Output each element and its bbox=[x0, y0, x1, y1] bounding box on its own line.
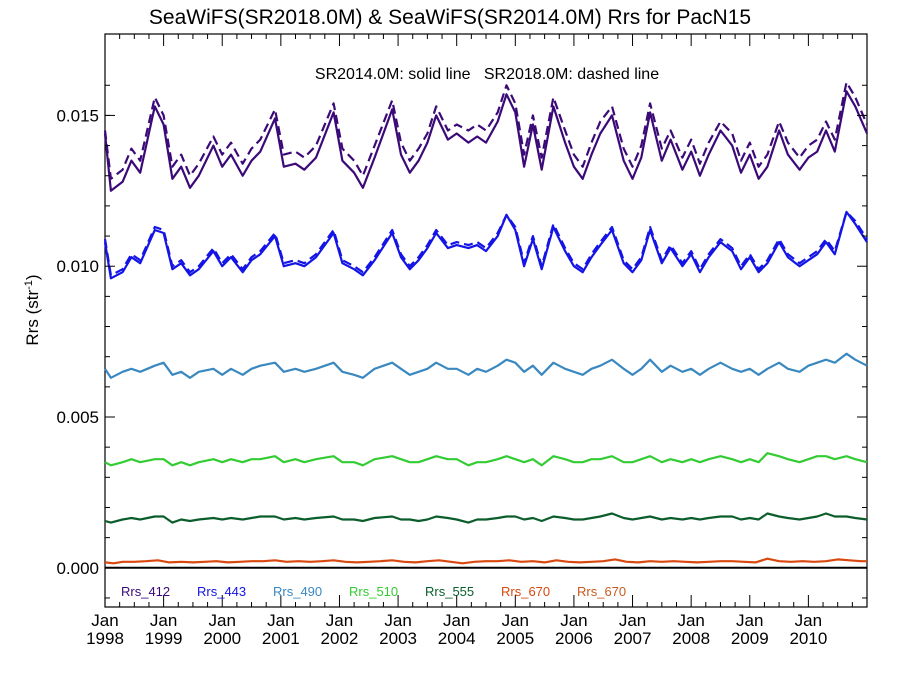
plot-area bbox=[104, 33, 868, 608]
y-tick-label: 0.005 bbox=[56, 408, 99, 427]
x-tick-year-label: 2005 bbox=[496, 629, 534, 648]
x-tick-year-label: 2010 bbox=[789, 629, 827, 648]
series-rrs-412-solid-line bbox=[103, 90, 869, 192]
x-tick-month-label: Jan bbox=[443, 611, 470, 630]
series-rrs-510-solid-line bbox=[104, 452, 868, 467]
series-rrs-443-dashed-line bbox=[103, 210, 868, 277]
y-tick-label: 0.015 bbox=[56, 106, 99, 125]
legend-item-rrs-555: Rrs_555 bbox=[425, 584, 474, 599]
x-tick-year-label: 2003 bbox=[379, 629, 417, 648]
x-tick-year-label: 2002 bbox=[321, 629, 359, 648]
legend-item-rrs-412: Rrs_412 bbox=[121, 584, 170, 599]
x-tick-month-label: Jan bbox=[326, 611, 353, 630]
series-rrs-670-solid-line bbox=[104, 557, 867, 565]
line-style-note: SR2014.0M: solid line SR2018.0M: dashed … bbox=[315, 66, 659, 83]
x-tick-month-label: Jan bbox=[677, 611, 704, 630]
x-axis: Jan1998Jan1999Jan2000Jan2001Jan2002Jan20… bbox=[86, 34, 853, 648]
series-layer bbox=[103, 81, 869, 565]
legend-item-rrs-490: Rrs_490 bbox=[273, 584, 322, 599]
plot-frame bbox=[104, 33, 868, 608]
x-tick-month-label: Jan bbox=[209, 611, 236, 630]
x-tick-month-label: Jan bbox=[736, 611, 763, 630]
x-tick-month-label: Jan bbox=[267, 611, 294, 630]
y-axis: 0.000 0.005 0.010 0.015 bbox=[56, 84, 867, 599]
legend-item-rrs-443: Rrs_443 bbox=[197, 584, 246, 599]
x-tick-year-label: 2006 bbox=[555, 629, 593, 648]
x-tick-year-label: 2001 bbox=[262, 629, 300, 648]
series-rrs-490-solid-line bbox=[104, 352, 868, 379]
x-tick-month-label: Jan bbox=[795, 611, 822, 630]
y-axis-title-end: ) bbox=[23, 274, 42, 280]
x-tick-year-label: 2009 bbox=[731, 629, 769, 648]
legend-item-rrs-670: Rrs_670 bbox=[577, 584, 626, 599]
y-tick-label: 0.010 bbox=[56, 257, 99, 276]
x-tick-month-label: Jan bbox=[91, 611, 118, 630]
y-axis-title-main: Rrs (str bbox=[23, 290, 42, 346]
chart-title: SeaWiFS(SR2018.0M) & SeaWiFS(SR2014.0M) … bbox=[149, 6, 751, 29]
series-rrs-443-solid-line bbox=[103, 210, 868, 280]
x-tick-year-label: 1999 bbox=[145, 629, 183, 648]
x-tick-year-label: 2000 bbox=[203, 629, 241, 648]
legend-item-rrs-670: Rrs_670 bbox=[501, 584, 550, 599]
x-tick-month-label: Jan bbox=[502, 611, 529, 630]
legend-item-rrs-510: Rrs_510 bbox=[349, 584, 398, 599]
x-tick-year-label: 1998 bbox=[86, 629, 124, 648]
x-tick-month-label: Jan bbox=[560, 611, 587, 630]
x-tick-month-label: Jan bbox=[619, 611, 646, 630]
y-tick-label: 0.000 bbox=[56, 559, 99, 578]
series-rrs-412-dashed-line bbox=[103, 81, 869, 180]
y-axis-title: Rrs (str-1) bbox=[23, 274, 42, 345]
x-tick-month-label: Jan bbox=[384, 611, 411, 630]
y-axis-title-sup: -1 bbox=[23, 280, 35, 290]
x-tick-month-label: Jan bbox=[150, 611, 177, 630]
x-tick-year-label: 2004 bbox=[438, 629, 476, 648]
x-tick-year-label: 2008 bbox=[672, 629, 710, 648]
legend: Rrs_412 Rrs_443 Rrs_490 Rrs_510 Rrs_555 Rrs_6… bbox=[121, 584, 626, 599]
x-tick-year-label: 2007 bbox=[614, 629, 652, 648]
series-rrs-555-solid-line bbox=[104, 512, 868, 524]
